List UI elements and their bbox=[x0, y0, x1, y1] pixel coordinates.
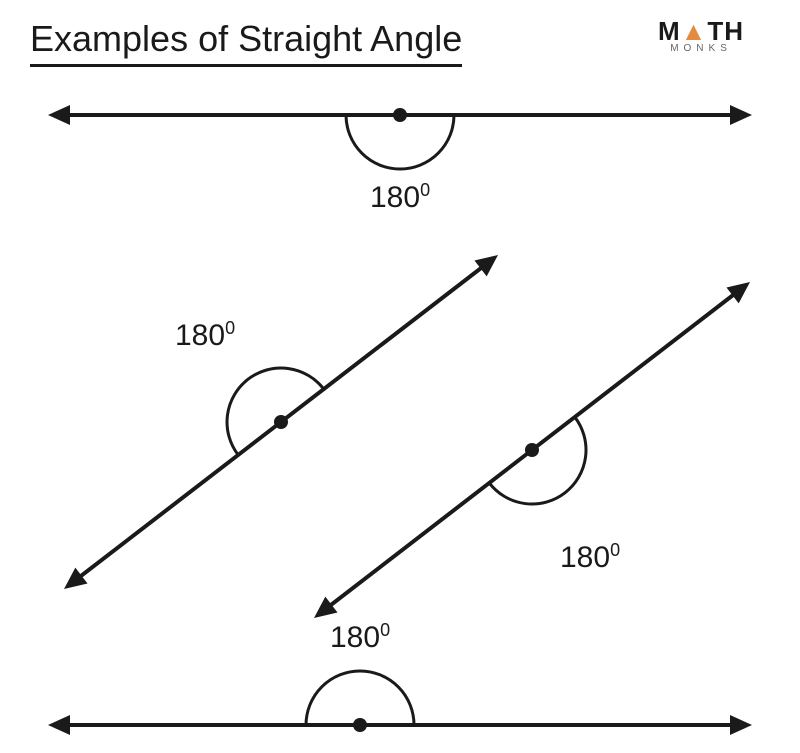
angle-arc bbox=[346, 115, 454, 169]
angle-label: 1800 bbox=[370, 180, 430, 215]
angle-label: 1800 bbox=[175, 318, 235, 353]
angles-diagram bbox=[0, 0, 800, 753]
angle-label: 1800 bbox=[560, 540, 620, 575]
angle-arc bbox=[489, 417, 586, 504]
angle-arc bbox=[227, 368, 324, 455]
angle-arc bbox=[306, 671, 414, 725]
angle-label: 1800 bbox=[330, 620, 390, 655]
